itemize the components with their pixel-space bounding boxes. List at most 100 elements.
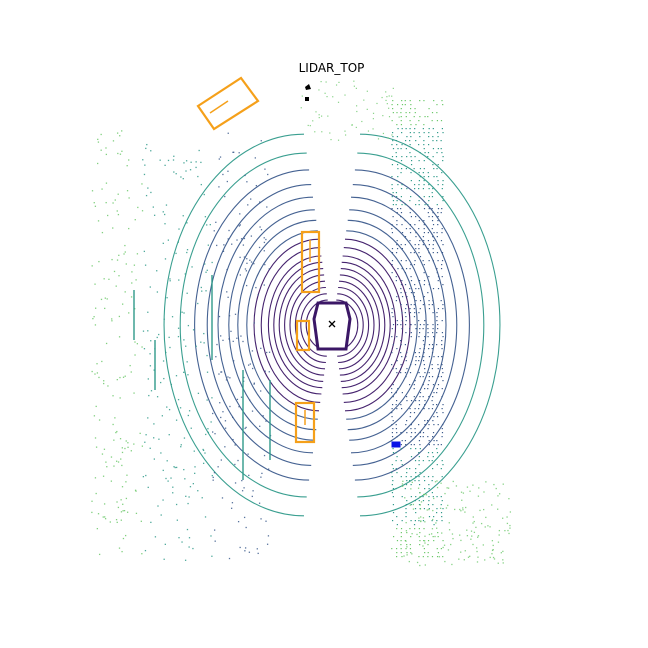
object-small-blue: [391, 441, 401, 448]
lidar-point: [263, 284, 265, 286]
lidar-point: [230, 507, 233, 509]
lidar-point: [423, 493, 425, 496]
lidar-point: [431, 408, 434, 410]
lidar-point: [248, 551, 251, 553]
lidar-point: [414, 260, 416, 262]
lidar-point: [395, 152, 397, 154]
lidar-point: [436, 486, 439, 489]
lidar-point: [183, 312, 185, 314]
lidar-point: [169, 278, 171, 280]
lidar-point: [431, 368, 434, 370]
lidar-point: [189, 486, 192, 488]
lidar-point: [415, 124, 417, 126]
lidar-point: [168, 434, 170, 436]
lidar-point: [487, 525, 489, 527]
lidar-point: [441, 432, 444, 434]
lidar-point: [409, 120, 411, 122]
lidar-point: [427, 156, 429, 158]
lidar-point: [433, 232, 435, 234]
lidar-point: [400, 108, 402, 110]
lidar-point: [203, 193, 205, 196]
lidar-point: [391, 364, 393, 366]
lidar-point: [219, 156, 222, 158]
lidar-point: [423, 528, 425, 530]
lidar-point: [423, 240, 425, 242]
lidar-point: [418, 556, 420, 558]
lidar-point: [414, 408, 416, 410]
lidar-point: [212, 412, 214, 415]
lidar-point: [165, 351, 167, 354]
lidar-point: [452, 537, 454, 540]
lidar-point: [434, 481, 437, 483]
lidar-point: [136, 343, 139, 345]
lidar-point: [108, 278, 110, 280]
lidar-point: [400, 404, 402, 406]
lidar-point: [391, 232, 394, 234]
lidar-point: [395, 156, 398, 158]
lidar-point: [162, 242, 164, 244]
ring-arc: [339, 274, 380, 376]
lidar-point: [207, 244, 209, 246]
lidar-point: [418, 248, 420, 250]
lidar-point: [409, 100, 411, 102]
lidar-point: [112, 202, 114, 204]
lidar-point: [330, 138, 332, 141]
lidar-point: [402, 480, 404, 482]
lidar-point: [441, 332, 444, 334]
lidar-point: [391, 392, 393, 394]
lidar-point: [409, 224, 412, 226]
lidar-point: [427, 172, 429, 174]
lidar-point: [424, 204, 426, 206]
lidar-point: [423, 184, 425, 186]
lidar-point: [182, 215, 184, 217]
lidar-point: [476, 561, 479, 563]
lidar-point: [418, 288, 420, 290]
lidar-point: [94, 205, 97, 207]
lidar-point: [204, 263, 206, 265]
lidar-point: [395, 452, 397, 454]
lidar-point: [415, 512, 417, 514]
lidar-point: [459, 508, 461, 511]
lidar-point: [411, 533, 413, 535]
lidar-point: [442, 160, 444, 162]
lidar-point: [320, 115, 323, 117]
lidar-point: [344, 130, 346, 132]
lidar-point: [149, 353, 151, 355]
lidar-point: [391, 308, 393, 310]
lidar-point: [111, 320, 113, 322]
lidar-point: [247, 204, 249, 206]
lidar-point: [103, 448, 106, 450]
lidar-point: [210, 421, 212, 423]
lidar-point: [211, 261, 213, 264]
lidar-point: [422, 517, 425, 519]
ring-arc: [338, 286, 370, 364]
lidar-point: [424, 152, 426, 154]
lidar-point: [442, 284, 444, 286]
lidar-point: [436, 404, 438, 406]
lidar-point: [428, 496, 430, 498]
lidar-point: [401, 520, 403, 522]
lidar-point: [204, 216, 207, 218]
lidar-point: [396, 408, 398, 410]
lidar-point: [405, 360, 407, 362]
lidar-point: [391, 184, 393, 186]
lidar-point: [437, 536, 439, 538]
lidar-point: [478, 487, 480, 489]
lidar-point: [410, 196, 412, 198]
lidar-point: [432, 164, 434, 166]
lidar-point: [388, 116, 391, 118]
lidar-point: [150, 390, 153, 392]
lidar-point: [111, 318, 113, 320]
lidar-point: [406, 472, 408, 474]
lidar-point: [396, 528, 398, 530]
lidar-point: [391, 156, 394, 158]
lidar-point: [191, 266, 193, 268]
lidar-point: [149, 286, 151, 288]
lidar-point: [120, 458, 122, 460]
lidar-point: [423, 208, 426, 210]
lidar-point: [396, 240, 398, 242]
lidar-point: [420, 520, 422, 522]
lidar-point: [156, 336, 158, 339]
lidar-point: [432, 384, 435, 386]
lidar-point: [141, 553, 143, 555]
